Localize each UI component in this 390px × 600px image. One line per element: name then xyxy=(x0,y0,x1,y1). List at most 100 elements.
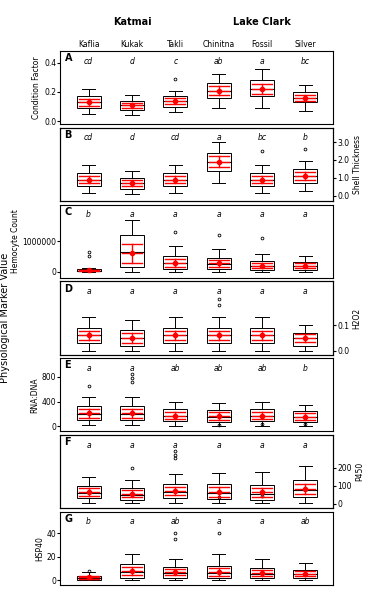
Bar xyxy=(207,258,230,269)
Text: Fossil: Fossil xyxy=(251,40,273,49)
Text: a: a xyxy=(260,210,264,219)
Bar xyxy=(250,328,274,343)
Text: a: a xyxy=(86,364,91,373)
Bar xyxy=(77,97,101,108)
Text: a: a xyxy=(260,56,264,65)
Text: B: B xyxy=(65,130,72,140)
Bar xyxy=(293,169,317,183)
Bar xyxy=(293,411,317,422)
Text: bc: bc xyxy=(257,133,266,142)
Text: a: a xyxy=(129,210,134,219)
Y-axis label: Shell Thickness: Shell Thickness xyxy=(353,135,362,194)
Text: Katmai: Katmai xyxy=(113,17,151,27)
Bar xyxy=(120,564,144,578)
Bar xyxy=(120,101,144,110)
Bar xyxy=(120,406,144,420)
Bar xyxy=(163,97,187,107)
Y-axis label: HSP40: HSP40 xyxy=(35,536,44,561)
Text: a: a xyxy=(216,210,221,219)
Bar xyxy=(77,406,101,420)
Text: a: a xyxy=(260,287,264,296)
Bar xyxy=(250,485,274,500)
Text: d: d xyxy=(129,133,135,142)
Bar xyxy=(120,488,144,500)
Text: a: a xyxy=(303,440,308,449)
Text: cd: cd xyxy=(171,133,180,142)
Text: a: a xyxy=(173,210,177,219)
Text: b: b xyxy=(86,210,91,219)
Text: Kaflia: Kaflia xyxy=(78,40,99,49)
Text: a: a xyxy=(86,440,91,449)
Bar xyxy=(77,575,101,580)
Text: ab: ab xyxy=(170,517,180,526)
Text: Silver: Silver xyxy=(294,40,316,49)
Bar xyxy=(163,567,187,578)
Text: ab: ab xyxy=(301,517,310,526)
Y-axis label: Condition Factor: Condition Factor xyxy=(32,56,41,119)
Bar xyxy=(293,92,317,102)
Text: a: a xyxy=(129,440,134,449)
Bar xyxy=(77,173,101,186)
Text: a: a xyxy=(260,440,264,449)
Text: ab: ab xyxy=(214,364,223,373)
Bar xyxy=(120,235,144,267)
Text: A: A xyxy=(65,53,72,63)
Text: Lake Clark: Lake Clark xyxy=(233,17,291,27)
Bar xyxy=(250,409,274,421)
Bar xyxy=(207,83,230,98)
Text: b: b xyxy=(303,364,308,373)
Text: a: a xyxy=(216,287,221,296)
Text: C: C xyxy=(65,207,72,217)
Bar xyxy=(207,484,230,499)
Text: Kukak: Kukak xyxy=(121,40,144,49)
Bar xyxy=(163,256,187,269)
Text: Physiological Marker Value: Physiological Marker Value xyxy=(0,253,10,383)
Bar xyxy=(293,262,317,270)
Text: c: c xyxy=(173,56,177,65)
Bar xyxy=(207,566,230,578)
Bar xyxy=(207,410,230,422)
Bar xyxy=(293,480,317,497)
Y-axis label: Hemocyte Count: Hemocyte Count xyxy=(11,209,20,273)
Y-axis label: RNA:DNA: RNA:DNA xyxy=(30,377,39,413)
Bar xyxy=(207,153,230,170)
Bar xyxy=(250,261,274,270)
Bar xyxy=(120,330,144,346)
Text: d: d xyxy=(129,56,135,65)
Bar xyxy=(163,328,187,343)
Bar xyxy=(77,269,101,271)
Text: a: a xyxy=(216,517,221,526)
Bar xyxy=(163,173,187,186)
Text: D: D xyxy=(65,284,73,293)
Text: E: E xyxy=(65,361,71,370)
Text: a: a xyxy=(303,210,308,219)
Text: bc: bc xyxy=(301,56,310,65)
Text: ab: ab xyxy=(257,364,267,373)
Y-axis label: P450: P450 xyxy=(355,462,364,481)
Bar xyxy=(293,569,317,578)
Bar xyxy=(207,328,230,343)
Text: G: G xyxy=(65,514,73,524)
Bar xyxy=(163,409,187,421)
Text: a: a xyxy=(173,440,177,449)
Text: a: a xyxy=(86,287,91,296)
Bar xyxy=(77,485,101,498)
Text: F: F xyxy=(65,437,71,447)
Text: cd: cd xyxy=(84,133,93,142)
Text: ab: ab xyxy=(170,364,180,373)
Text: a: a xyxy=(129,287,134,296)
Bar xyxy=(163,484,187,498)
Bar xyxy=(250,173,274,186)
Text: a: a xyxy=(173,287,177,296)
Y-axis label: H2O2: H2O2 xyxy=(353,307,362,329)
Bar xyxy=(293,333,317,346)
Text: b: b xyxy=(86,517,91,526)
Bar xyxy=(250,568,274,578)
Text: a: a xyxy=(129,364,134,373)
Text: a: a xyxy=(216,440,221,449)
Text: a: a xyxy=(216,133,221,142)
Text: cd: cd xyxy=(84,56,93,65)
Text: a: a xyxy=(260,517,264,526)
Text: Takli: Takli xyxy=(167,40,184,49)
Bar xyxy=(120,178,144,188)
